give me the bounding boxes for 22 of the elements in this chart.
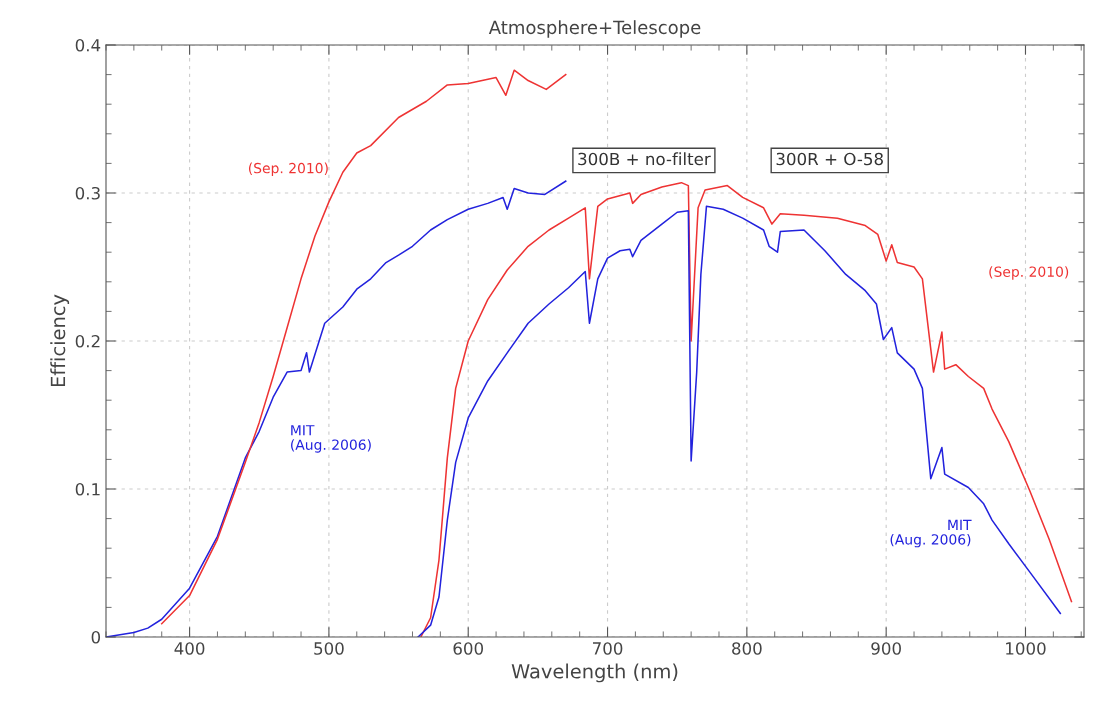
series-label: MIT (Aug. 2006) bbox=[291, 425, 371, 453]
y-axis-title: Efficiency bbox=[50, 294, 70, 387]
chart-title: Atmosphere+Telescope bbox=[488, 20, 701, 38]
text: (Sep. 2010) bbox=[989, 266, 1069, 280]
x-tick-label: 700 bbox=[593, 642, 623, 655]
x-tick-label: 600 bbox=[453, 642, 484, 655]
x-tick-label: 400 bbox=[174, 642, 205, 655]
x-tick-label: 900 bbox=[871, 642, 901, 655]
x-tick-label: 500 bbox=[314, 642, 344, 655]
line-series bbox=[160, 69, 567, 625]
y-tick-label: 0.4 bbox=[75, 38, 101, 52]
x-tick-label: 1000 bbox=[1006, 642, 1046, 655]
x-tick-label: 800 bbox=[732, 642, 762, 655]
y-tick-label: 0.1 bbox=[75, 482, 100, 496]
series-label: MIT (Aug. 2006) bbox=[890, 519, 972, 548]
y-tick-label: 0 bbox=[91, 630, 101, 644]
y-tick-label: 0.3 bbox=[75, 186, 100, 200]
x-axis-title: Wavelength (nm) bbox=[511, 663, 678, 683]
annotation: 300R + O-58 bbox=[776, 152, 883, 166]
y-tick-label: 0.2 bbox=[75, 334, 100, 348]
series-label: (Sep. 2010) bbox=[248, 162, 328, 177]
annotation: 300B + no-filter bbox=[578, 152, 711, 166]
